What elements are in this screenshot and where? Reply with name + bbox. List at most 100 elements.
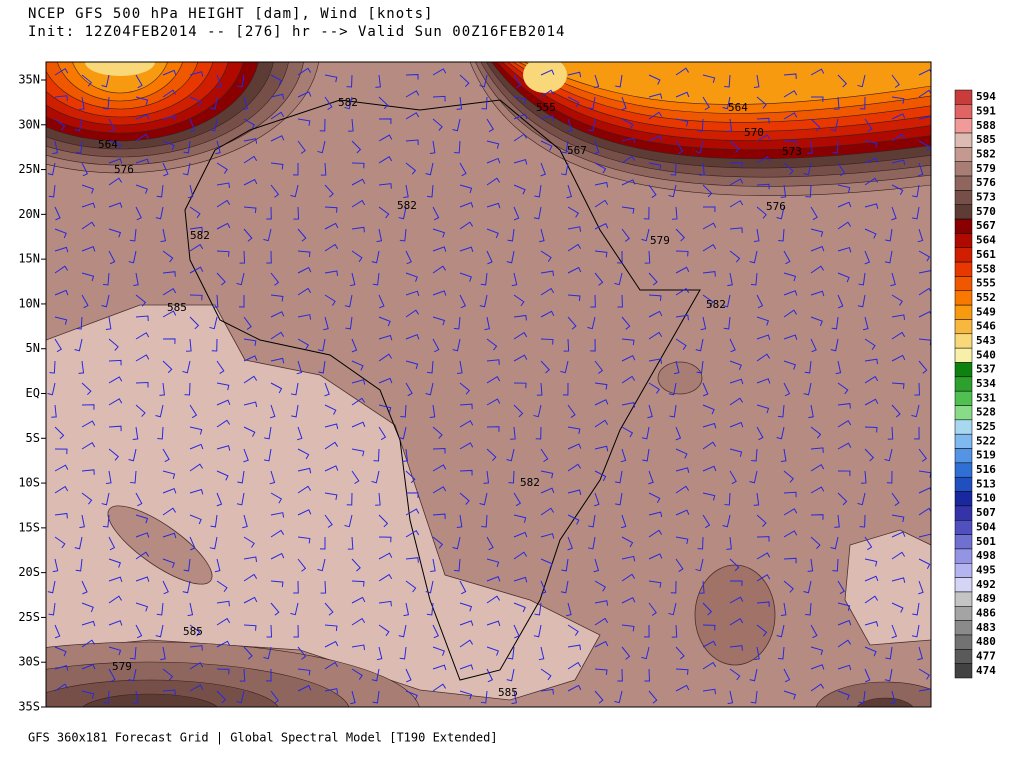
wind-barb: [216, 250, 230, 257]
wind-barb: [702, 441, 717, 450]
wind-barb: [834, 514, 840, 528]
wind-barb: [456, 514, 463, 528]
wind-barb: [209, 316, 218, 330]
wind-barb: [486, 157, 501, 164]
wind-barb: [567, 536, 573, 551]
wind-barb: [103, 96, 110, 110]
wind-barb: [594, 223, 609, 230]
wind-barb: [858, 272, 866, 286]
wind-barb: [566, 602, 572, 617]
wind-barb: [351, 178, 366, 186]
colorbar-label: 486: [976, 606, 996, 619]
wind-barb: [459, 221, 474, 230]
wind-barb: [432, 536, 444, 549]
wind-barb: [670, 162, 677, 176]
wind-barb: [783, 382, 791, 397]
wind-barb: [837, 184, 851, 193]
wind-barb: [587, 536, 596, 550]
wind-barb: [189, 661, 204, 670]
wind-barb: [561, 558, 569, 572]
latitude-label: 15N: [18, 252, 40, 266]
wind-barb: [54, 246, 69, 253]
wind-barb: [837, 602, 851, 611]
wind-barb: [210, 514, 218, 528]
wind-barb: [513, 206, 520, 221]
wind-barb: [513, 354, 528, 362]
wind-barb: [722, 96, 731, 110]
wind-barb: [567, 71, 582, 78]
wind-barb: [162, 448, 170, 463]
wind-barb: [864, 338, 876, 350]
wind-barb: [803, 162, 812, 176]
wind-barb: [189, 443, 204, 450]
wind-barb: [864, 358, 878, 365]
wind-barb: [912, 602, 920, 616]
wind-barb: [675, 684, 690, 692]
wind-barb: [81, 74, 93, 87]
wind-barb: [621, 118, 634, 130]
wind-barb: [162, 89, 177, 98]
wind-barb: [590, 294, 596, 308]
wind-barb: [405, 309, 420, 318]
wind-barb: [324, 465, 339, 472]
wind-barb: [405, 470, 416, 484]
wind-barb: [376, 228, 383, 243]
wind-barb: [621, 555, 636, 562]
wind-barb: [270, 382, 283, 394]
wind-barb: [729, 596, 744, 604]
wind-barb: [479, 294, 488, 308]
wind-barb: [351, 397, 366, 406]
wind-barb: [324, 688, 339, 694]
colorbar-label: 507: [976, 506, 996, 519]
wind-barb: [459, 580, 467, 595]
wind-barb: [566, 184, 573, 199]
wind-barb: [864, 620, 879, 627]
latitude-label: 15S: [18, 520, 40, 534]
wind-barb: [648, 553, 663, 560]
wind-barb: [837, 294, 844, 309]
wind-barb: [378, 552, 393, 560]
wind-barb: [783, 334, 798, 340]
colorbar-label: 576: [976, 176, 996, 189]
wind-barb: [459, 74, 470, 88]
wind-barb: [891, 133, 906, 142]
colorbar-swatch: [954, 591, 973, 607]
wind-barb: [617, 668, 623, 682]
wind-barb: [486, 250, 493, 265]
colorbar-label: 510: [976, 492, 996, 505]
wind-barb: [864, 595, 879, 604]
latitude-label: 5N: [26, 341, 40, 355]
wind-barb: [432, 68, 447, 76]
wind-barb: [405, 90, 420, 98]
wind-barb: [724, 74, 731, 88]
wind-barb: [52, 558, 59, 573]
colorbar-label: 552: [976, 291, 996, 304]
wind-barb: [729, 162, 743, 168]
wind-barb: [810, 464, 825, 472]
wind-barb: [486, 558, 500, 568]
wind-barb: [162, 507, 177, 516]
wind-barb: [183, 558, 191, 572]
wind-barb: [726, 118, 733, 132]
wind-barb: [727, 272, 733, 287]
wind-barb: [162, 271, 176, 277]
wind-barb: [641, 426, 650, 440]
wind-barb: [216, 617, 231, 626]
wind-barb: [351, 421, 366, 428]
wind-barb: [783, 690, 797, 700]
wind-barb: [702, 271, 716, 277]
wind-barb: [891, 294, 903, 306]
wind-barb: [621, 646, 631, 660]
wind-barb: [675, 287, 690, 296]
wind-barb: [810, 316, 823, 326]
wind-barb: [346, 492, 353, 506]
wind-barb: [297, 685, 312, 692]
wind-barb: [588, 514, 596, 528]
wind-barb: [751, 448, 758, 462]
colorbar-swatch: [954, 606, 973, 621]
wind-barb: [135, 184, 148, 194]
wind-barb: [837, 442, 852, 450]
wind-barb: [702, 661, 717, 670]
wind-barb: [81, 404, 95, 410]
wind-barb: [454, 140, 461, 154]
